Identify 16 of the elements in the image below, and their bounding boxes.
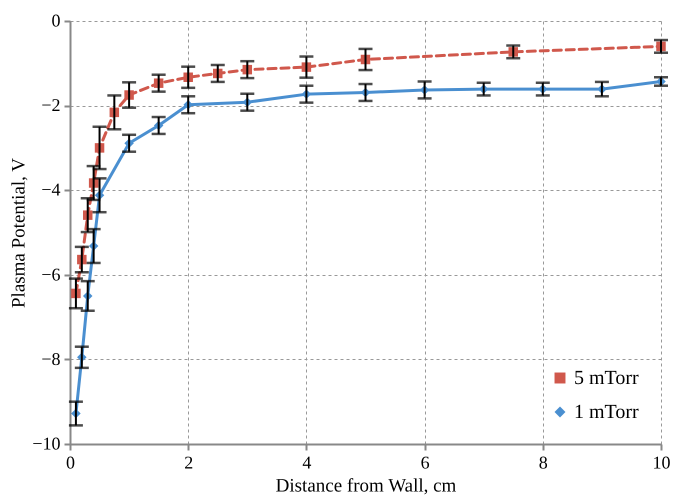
y-axis-title: Plasma Potential, V [8,158,30,308]
x-tick-label: 8 [538,452,548,472]
x-tick-label: 10 [652,452,670,472]
x-tick-label: 4 [302,452,312,472]
x-axis-title: Distance from Wall, cm [276,476,457,496]
y-tick-label: −10 [32,434,60,454]
legend-label: 1 mTorr [574,401,640,423]
y-tick-label: −4 [41,180,60,200]
y-tick-label: −2 [41,95,60,116]
y-tick-label: 0 [52,10,60,30]
y-tick-label: −8 [41,348,60,369]
legend-label: 5 mTorr [574,367,640,389]
y-tick-label: −6 [41,264,60,284]
x-tick-label: 6 [420,452,430,472]
x-tick-label: 0 [66,452,75,472]
x-tick-label: 2 [184,452,194,472]
